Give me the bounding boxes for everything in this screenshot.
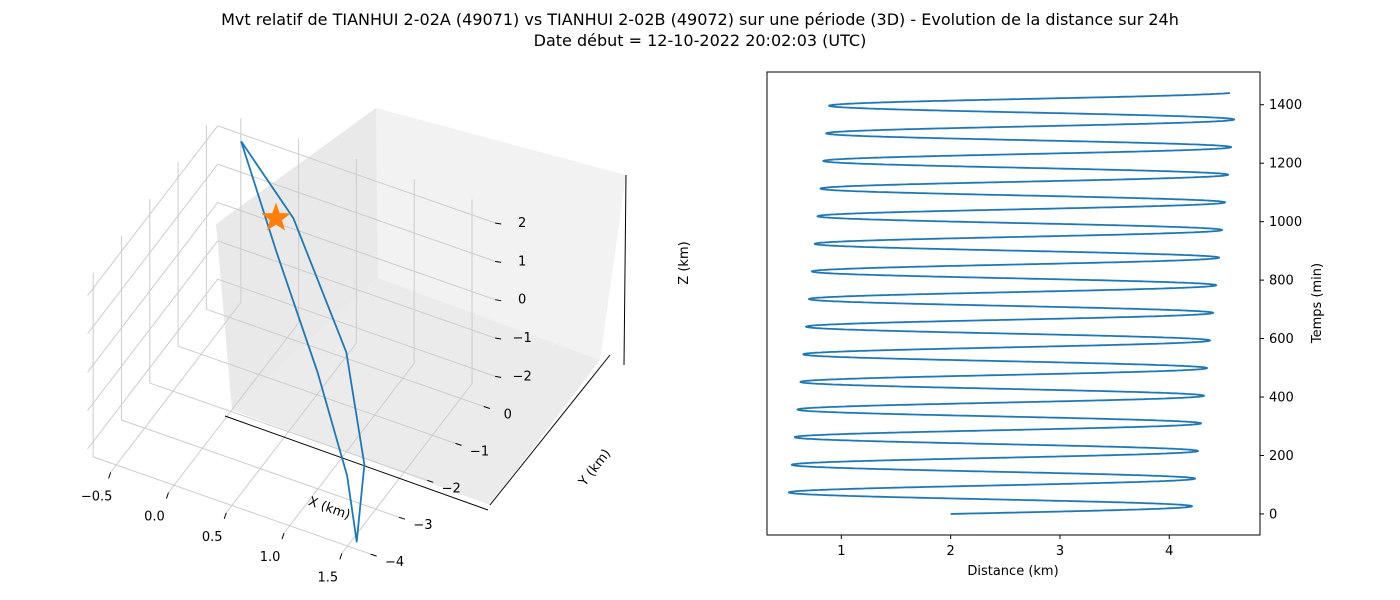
x-axis-line: [224, 415, 489, 511]
x-tick-label: −0.5: [81, 489, 113, 504]
y-tick-mark: [455, 442, 462, 446]
x-tick-mark: [339, 553, 343, 560]
y-tick-label: 800: [1269, 274, 1294, 289]
z-tick-label: 1: [518, 254, 526, 269]
grid-3d: [87, 118, 496, 555]
x-tick-mark: [165, 492, 169, 499]
z-axis-label-3d: Z (km): [677, 241, 692, 284]
grid-line-z: [217, 278, 496, 377]
y-tick-label: 400: [1269, 391, 1294, 406]
trajectory-3d: [240, 140, 366, 543]
y-ticks-2d: 0 200 400 600 800 1000 1200 1400: [1260, 98, 1302, 522]
grid-line-y: [177, 345, 456, 444]
x-tick-mark: [108, 472, 112, 479]
x-tick-label: 2: [947, 544, 955, 559]
z-tick-label: 0: [518, 293, 526, 308]
z-tick-mark: [495, 222, 502, 225]
y-tick-label: −1: [470, 444, 489, 459]
trajectory-line: [240, 140, 366, 543]
x-tick-label: 1.5: [317, 570, 338, 585]
grid-line-x: [283, 363, 415, 534]
y-tick-label: 200: [1269, 449, 1294, 464]
y-tick-mark: [427, 479, 434, 483]
x-tick-label: 1.0: [260, 550, 281, 565]
grid-line-y: [206, 308, 484, 407]
z-ticks-3d: 2 1 0 −1 −2: [495, 216, 532, 384]
y-ticks-3d: 0 −1 −2 −3 −4: [370, 406, 512, 570]
chart-title-line-1: Mvt relatif de TIANHUI 2-02A (49071) vs …: [221, 10, 1179, 29]
grid-line-x: [225, 342, 357, 514]
x-axis-label-2d: Distance (km): [967, 564, 1058, 579]
axes-2d: 1 2 3 4 0 200 400 600 800 1000 1200 1400 Distance …: [766, 71, 1325, 579]
grid-line-z: [217, 125, 496, 224]
z-tick-label: −1: [513, 331, 532, 346]
grid-line-z: [217, 163, 496, 262]
grid-line-x: [110, 302, 242, 473]
z-tick-label: −2: [513, 369, 532, 384]
grid-line-z: [217, 240, 496, 339]
grid-line-y: [121, 419, 400, 518]
grid-line-z: [217, 202, 496, 301]
grid-line-z: [87, 163, 219, 335]
y-tick-mark: [398, 516, 406, 520]
x-tick-label: 3: [1056, 544, 1064, 559]
y-tick-label: 1000: [1269, 215, 1302, 230]
pane-back: [376, 108, 626, 360]
chart-title-line-2: Date début = 12-10-2022 20:02:03 (UTC): [533, 31, 867, 50]
x-tick-mark: [281, 532, 285, 540]
y-tick-label: 1400: [1269, 98, 1302, 113]
pane-left: [216, 108, 378, 410]
y-tick-label: −4: [385, 555, 404, 570]
x-tick-mark: [223, 512, 227, 520]
y-tick-label: 600: [1269, 332, 1294, 347]
grid-line-x: [168, 322, 300, 493]
grid-line-z: [87, 202, 219, 373]
z-tick-mark: [495, 337, 502, 340]
x-ticks-2d: 1 2 3 4: [837, 535, 1173, 559]
star-marker: [261, 202, 291, 231]
grid-line-z: [87, 278, 219, 450]
grid-line-y: [149, 382, 428, 481]
grid-line-x: [341, 383, 473, 554]
grid-line-z: [87, 125, 219, 296]
z-tick-mark: [495, 299, 502, 302]
y-tick-mark: [483, 406, 490, 409]
pane-floor: [232, 278, 600, 505]
plot-frame: [766, 71, 1261, 536]
distance-line: [788, 92, 1235, 515]
y-axis-label-3d: Y (km): [576, 447, 615, 490]
z-axis-line: [623, 174, 627, 366]
y-tick-mark: [370, 553, 377, 557]
grid-line-y: [93, 456, 371, 555]
axis-lines-3d: [224, 174, 627, 511]
y-tick-label: 0: [504, 407, 512, 422]
x-ticks-3d: −0.5 0.0 0.5 1.0 1.5: [81, 472, 343, 585]
y-tick-label: −3: [413, 518, 432, 533]
y-axis-line: [489, 354, 611, 506]
x-tick-label: 4: [1165, 544, 1173, 559]
x-tick-label: 1: [837, 544, 845, 559]
z-tick-mark: [495, 260, 502, 263]
y-axis-label-2d: Temps (min): [1310, 263, 1325, 344]
x-tick-label: 0.0: [144, 510, 165, 525]
x-tick-label: 0.5: [202, 530, 223, 545]
y-tick-label: 1200: [1269, 157, 1302, 172]
y-tick-label: 0: [1269, 507, 1277, 522]
z-tick-mark: [495, 375, 502, 378]
y-tick-label: −2: [442, 481, 461, 496]
z-tick-label: 2: [518, 216, 526, 231]
grid-line-z: [87, 240, 219, 411]
axes-3d: −0.50.00.51.01.5 0−1−2−3−4 210−1−2 X (km…: [81, 108, 692, 585]
distance-series: [788, 92, 1235, 515]
